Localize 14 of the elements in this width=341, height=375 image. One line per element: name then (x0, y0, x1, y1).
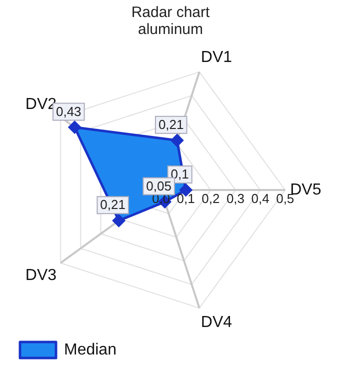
data-label: 0,43 (56, 104, 82, 119)
data-label: 0,1 (170, 166, 189, 182)
y-tick-label: 0,2 (202, 191, 220, 206)
data-label: 0,21 (158, 117, 184, 132)
spoke-label: DV1 (200, 49, 232, 66)
y-tick-label: 0,4 (251, 191, 270, 206)
data-label: 0,21 (100, 197, 126, 212)
spoke-label: DV4 (200, 314, 232, 331)
spoke-label: DV2 (25, 96, 57, 113)
spoke-label: DV3 (25, 266, 57, 284)
y-tick-label: 0,3 (226, 191, 245, 206)
legend-label: Median (64, 341, 116, 358)
data-label: 0,05 (146, 178, 172, 194)
chart-title: Radar chart aluminum (130, 3, 211, 38)
